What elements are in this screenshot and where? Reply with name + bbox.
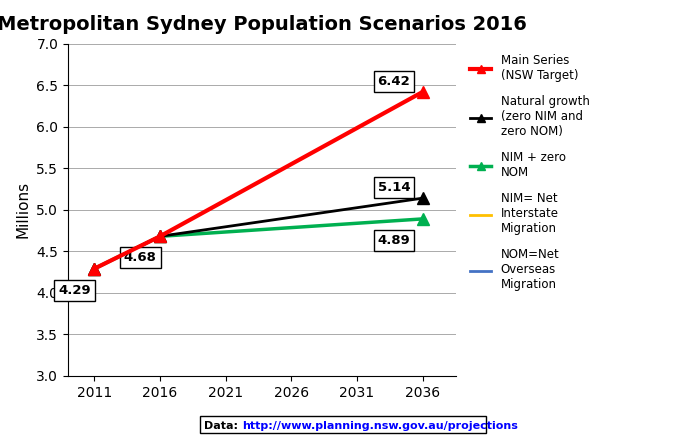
- Y-axis label: Millions: Millions: [16, 181, 31, 238]
- Text: 4.68: 4.68: [124, 251, 156, 264]
- Text: Data:: Data:: [204, 421, 241, 431]
- Text: 5.14: 5.14: [377, 181, 410, 194]
- Legend: Main Series
(NSW Target), Natural growth
(zero NIM and
zero NOM), NIM + zero
NOM: Main Series (NSW Target), Natural growth…: [465, 50, 594, 296]
- Title: Metropolitan Sydney Population Scenarios 2016: Metropolitan Sydney Population Scenarios…: [0, 15, 527, 34]
- Text: 6.42: 6.42: [377, 75, 410, 87]
- Text: http://www.planning.nsw.gov.au/projections: http://www.planning.nsw.gov.au/projectio…: [242, 421, 518, 431]
- Text: 4.89: 4.89: [377, 234, 410, 247]
- Text: 4.29: 4.29: [58, 284, 91, 297]
